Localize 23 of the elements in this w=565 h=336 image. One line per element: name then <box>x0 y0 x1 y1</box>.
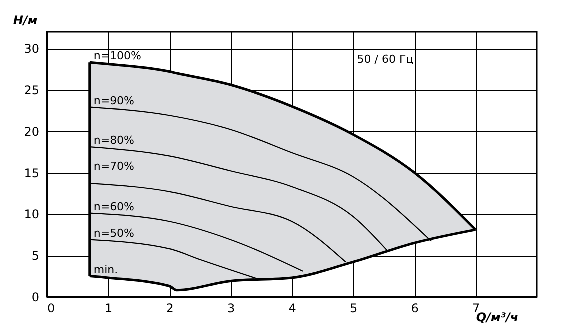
series-label: min. <box>94 263 118 276</box>
series-label: n=90% <box>94 94 135 108</box>
annotation: 50 / 60 Гц <box>357 53 414 66</box>
series-label: n=60% <box>94 200 135 214</box>
y-tick-label: 30 <box>24 42 40 56</box>
y-tick-label: 25 <box>24 83 40 98</box>
series-label: n=70% <box>94 160 135 173</box>
x-tick-label: 5 <box>350 302 358 316</box>
x-tick-label: 1 <box>104 302 113 316</box>
series-label: n=80% <box>94 134 135 148</box>
x-tick-label: 2 <box>166 302 174 316</box>
y-tick-label: 5 <box>32 249 40 264</box>
y-tick-label: 20 <box>24 124 40 139</box>
x-tick-label: 6 <box>411 302 419 316</box>
x-tick-label: 4 <box>288 302 296 316</box>
x-tick-label: 3 <box>227 302 236 316</box>
y-tick-label: 10 <box>24 208 40 222</box>
series-label: n=50% <box>94 226 135 240</box>
y-axis-title: H/м <box>13 14 38 28</box>
x-axis-title: Q/м³/ч <box>476 310 519 324</box>
y-tick-label: 0 <box>32 290 40 304</box>
y-tick-label: 15 <box>24 166 40 180</box>
x-tick-label: 0 <box>48 302 56 316</box>
